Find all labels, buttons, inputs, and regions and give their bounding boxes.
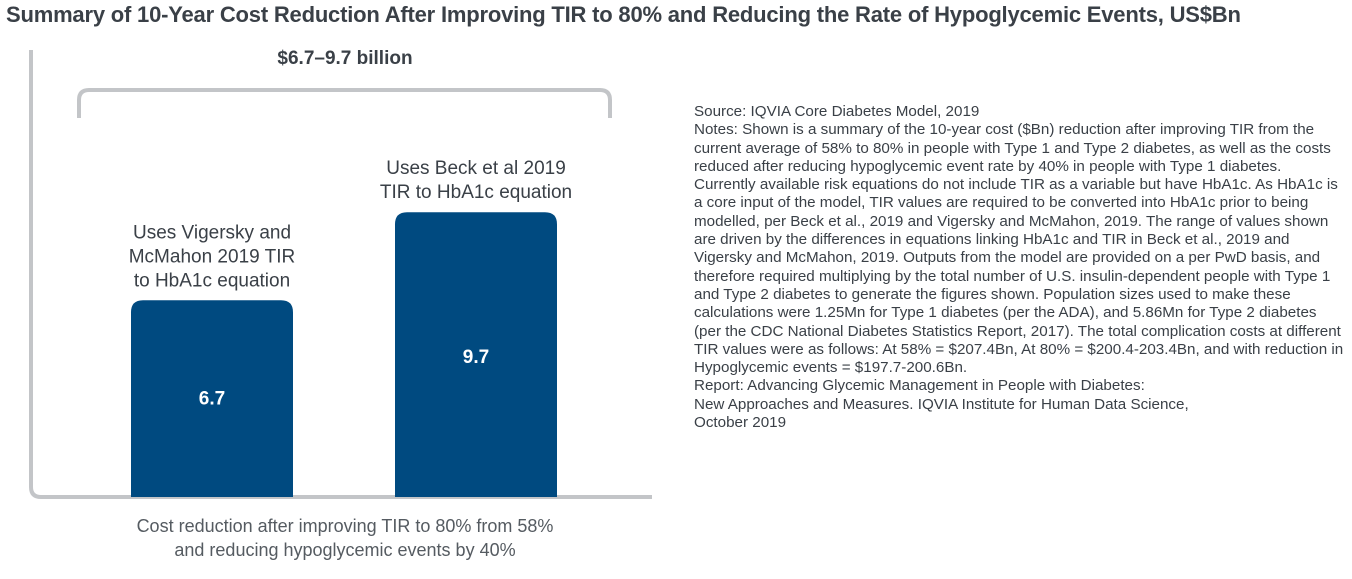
notes-text: Notes: Shown is a summary of the 10-year… — [694, 121, 1344, 377]
chart-title: Summary of 10-Year Cost Reduction After … — [6, 2, 1241, 27]
category-label-line: Uses Vigersky and — [133, 222, 291, 243]
x-axis-caption-line-1: Cost reduction after improving TIR to 80… — [136, 516, 554, 536]
range-bracket — [77, 88, 612, 118]
bar-group: 6.7 Uses Vigersky and McMahon 2019 TIR to H… — [129, 222, 296, 497]
report-line-1: Report: Advancing Glycemic Management in… — [694, 377, 1145, 395]
category-label-line: Uses Beck et al 2019 — [386, 158, 566, 179]
bar — [395, 212, 557, 497]
category-label-line: TIR to HbA1c equation — [380, 182, 572, 203]
report-line-2: New Approaches and Measures. IQVIA Insti… — [694, 395, 1189, 413]
axis-frame — [29, 50, 652, 499]
category-label-line: McMahon 2019 TIR — [129, 246, 296, 267]
report-line-3: October 2019 — [694, 414, 787, 432]
category-label: Uses Vigersky and McMahon 2019 TIR to HbA1… — [129, 222, 296, 291]
category-label-line: to HbA1c equation — [134, 270, 290, 291]
bars-layer: 6.7 Uses Vigersky and McMahon 2019 TIR to H… — [129, 158, 572, 497]
x-axis-caption: Cost reduction after improving TIR to 80… — [30, 514, 660, 562]
range-annotation: $6.7–9.7 billion — [277, 48, 412, 69]
x-axis-caption-line-2: and reducing hypoglycemic events by 40% — [174, 540, 516, 560]
bar-value-label: 6.7 — [199, 389, 225, 410]
source-text: Source: IQVIA Core Diabetes Model, 2019 — [694, 103, 980, 120]
notes-panel: Source: IQVIA Core Diabetes Model, 2019 … — [694, 103, 1346, 432]
bar-group: 9.7 Uses Beck et al 2019 TIR to HbA1c equa… — [380, 158, 572, 497]
category-label: Uses Beck et al 2019 TIR to HbA1c equatio… — [380, 158, 572, 203]
bar-chart: $6.7–9.7 billion 6.7 Uses Vigersky and McM… — [29, 48, 652, 499]
bar-value-label: 9.7 — [463, 347, 489, 368]
bar — [131, 300, 293, 497]
